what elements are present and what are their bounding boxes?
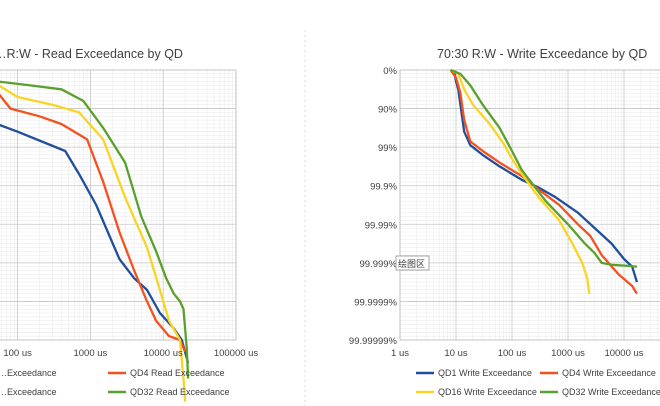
plot-border (399, 69, 660, 341)
plot-border (0, 69, 237, 341)
chart-title: …R:W - Read Exceedance by QD (0, 47, 183, 61)
series-lines (0, 80, 190, 402)
x-tick-label: 100 us (498, 348, 527, 359)
y-tick-labels: 0% 90% 99% 99.9% 99.99% 99.999% 99.9999% 99.999… (349, 66, 398, 347)
x-tick-label: 1000 us (551, 348, 585, 359)
series-line (0, 93, 187, 353)
write-exceedance-chart: 70:30 R:W - Write Exceedance by QD 1 us 1… (349, 47, 660, 397)
legend-label: QD1 Write Exceedance (438, 368, 532, 378)
x-tick-label: 1 us (391, 348, 409, 359)
x-tick-label: 100000 us (214, 348, 259, 359)
legend: …Exceedance QD4 Read Exceedance …Exceedanc… (0, 368, 230, 397)
y-tick-label: 99.9% (370, 182, 397, 193)
legend: QD1 Write Exceedance QD4 Write Exceedance… (416, 368, 660, 397)
chart-title: 70:30 R:W - Write Exceedance by QD (437, 47, 647, 61)
x-tick-label: 100 us (3, 348, 32, 359)
plot-grid (0, 69, 237, 341)
x-tick-labels: 1 us 10 us 100 us 1000 us 10000 us (391, 348, 644, 359)
y-tick-label: 0% (383, 66, 397, 77)
series-line (0, 84, 187, 402)
x-tick-label: 10000 us (604, 348, 643, 359)
y-tick-label: 99.99999% (349, 336, 398, 347)
legend-label: QD16 Write Exceedance (438, 387, 537, 397)
x-tick-labels: 100 us 1000 us 10000 us 100000 us (3, 348, 258, 359)
x-tick-label: 10 us (444, 348, 467, 359)
x-tick-label: 1000 us (73, 348, 107, 359)
read-exceedance-chart: …R:W - Read Exceedance by QD 100 us 1000 … (0, 47, 258, 402)
series-line (0, 80, 190, 379)
y-tick-label: 99.999% (359, 259, 397, 270)
legend-label: QD32 Read Exceedance (130, 387, 230, 397)
y-tick-label: 99% (378, 143, 398, 154)
tooltip-box (395, 255, 430, 271)
legend-label: …Exceedance (0, 368, 57, 378)
series-line (450, 68, 638, 268)
legend-label: QD4 Write Exceedance (562, 368, 656, 378)
y-tick-label: 99.9999% (354, 297, 397, 308)
plot-grid (399, 69, 660, 341)
y-tick-label: 90% (378, 105, 398, 116)
legend-label: …Exceedance (0, 387, 57, 397)
series-lines (449, 68, 638, 295)
x-tick-label: 10000 us (144, 348, 183, 359)
legend-label: QD4 Read Exceedance (130, 368, 225, 378)
series-line (450, 68, 591, 294)
legend-label: QD32 Write Exceedance (562, 387, 660, 397)
plot-area-tooltip: 绘图区 (395, 255, 430, 271)
y-tick-label: 99.99% (365, 220, 398, 231)
series-line (449, 69, 638, 283)
tooltip-text: 绘图区 (398, 258, 425, 269)
